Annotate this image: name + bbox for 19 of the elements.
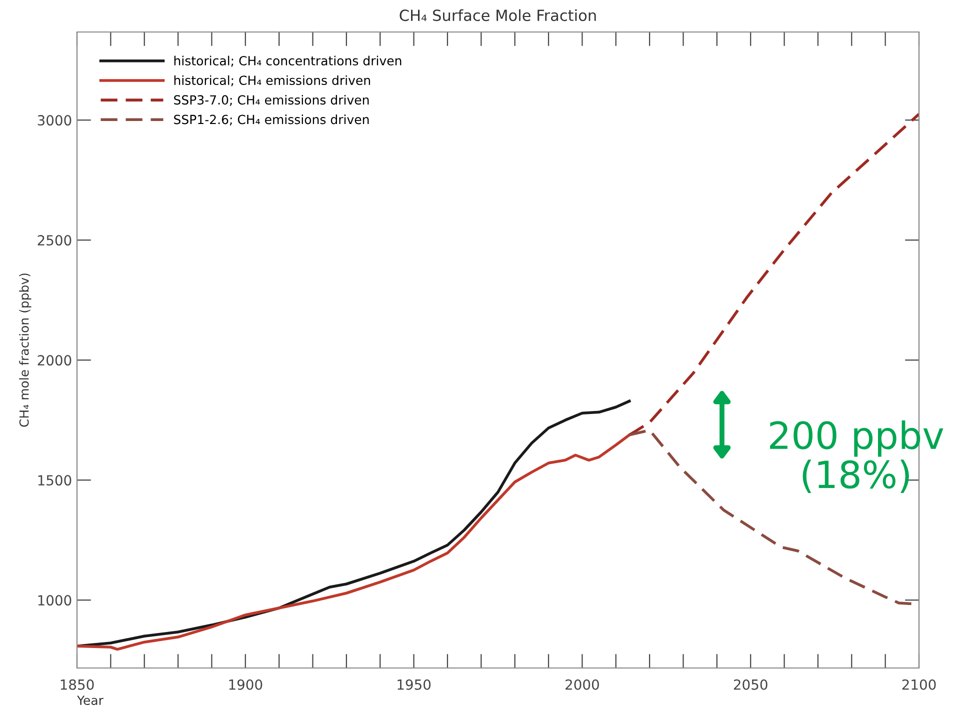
x-tick-label: 2050: [734, 679, 768, 690]
legend-label: SSP3-7.0; CH₄ emissions driven: [174, 94, 369, 106]
x-axis-title: Year: [76, 696, 104, 706]
x-tick-label: 1850: [60, 679, 94, 690]
x-tick-label: 2100: [902, 679, 936, 690]
x-tick-label: 1950: [398, 679, 431, 690]
y-axis-title: CH₄ mole fraction (ppbv): [19, 274, 32, 427]
legend-label: SSP1-2.6; CH₄ emissions driven: [174, 114, 369, 126]
y-tick-label: 1000: [38, 595, 72, 606]
chart-title: CH₄ Surface Mole Fraction: [400, 9, 596, 22]
x-tick-label: 2000: [566, 679, 599, 690]
y-tick-label: 3000: [38, 115, 72, 126]
y-tick-label: 1500: [38, 475, 72, 486]
x-tick-label: 1900: [229, 679, 262, 690]
y-tick-label: 2500: [38, 235, 72, 246]
annotation: 200 ppbv (18%): [770, 420, 944, 493]
y-tick-label: 2000: [38, 355, 72, 366]
legend-label: historical; CH₄ emissions driven: [174, 75, 370, 86]
legend-label: historical; CH₄ concentrations driven: [174, 56, 402, 67]
